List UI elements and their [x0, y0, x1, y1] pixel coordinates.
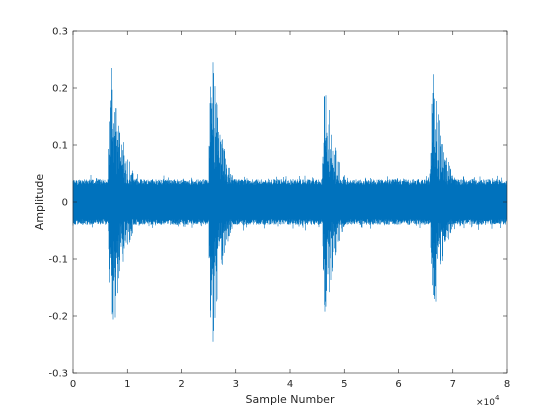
x-tick-label: 8	[504, 379, 510, 390]
y-tick-label: -0.1	[48, 255, 68, 266]
x-axis-exponent: ×104	[476, 394, 500, 408]
y-axis-label: Amplitude	[33, 174, 46, 231]
y-tick-label: 0.2	[52, 84, 68, 95]
x-axis-label: Sample Number	[246, 393, 335, 406]
x-axis-ticks: 0 1 2 3 4 5 6 7 8	[70, 31, 510, 390]
y-axis-ticks: -0.3 -0.2 -0.1 0 0.1 0.2 0.3	[48, 27, 507, 380]
y-tick-label: 0	[62, 198, 68, 209]
x-tick-label: 4	[287, 379, 293, 390]
x-tick-label: 1	[124, 379, 130, 390]
y-tick-label: -0.3	[48, 369, 68, 380]
x-tick-label: 3	[233, 379, 239, 390]
y-tick-label: 0.1	[52, 141, 68, 152]
y-tick-label: -0.2	[48, 312, 68, 323]
signal-layer	[72, 62, 507, 342]
x-tick-label: 2	[178, 379, 184, 390]
waveform-noise-band	[73, 184, 507, 220]
x-tick-label: 6	[395, 379, 401, 390]
x-tick-label: 0	[70, 379, 76, 390]
y-tick-label: 0.3	[52, 27, 68, 38]
x-tick-label: 7	[450, 379, 456, 390]
x-tick-label: 5	[341, 379, 347, 390]
x-axis-exponent-base: ×10	[476, 398, 495, 408]
x-axis-exponent-power: 4	[495, 394, 500, 402]
